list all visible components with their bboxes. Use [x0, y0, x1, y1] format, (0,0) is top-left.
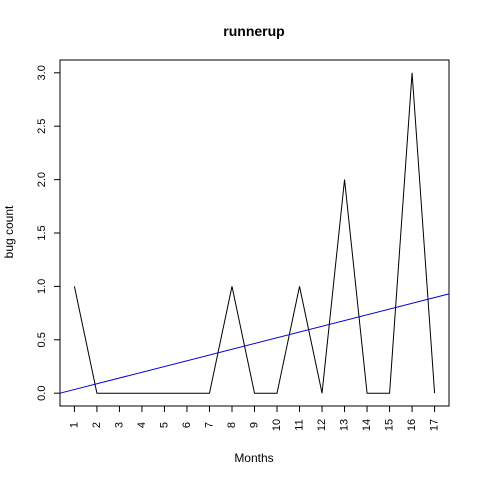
trend-line: [59, 293, 450, 394]
x-tick-label: 5: [158, 422, 170, 428]
x-tick-label: 15: [384, 419, 396, 431]
y-axis: 0.0 0.5 1.0 1.5 2.0 2.5 3.0: [36, 65, 60, 401]
y-tick-label: 0.5: [36, 332, 48, 347]
x-tick-label: 1: [68, 422, 80, 428]
series-line: [73, 72, 436, 394]
x-tick-label: 9: [249, 422, 261, 428]
x-tick-label: 11: [294, 419, 306, 430]
chart-title: runnerup: [223, 23, 284, 39]
x-tick-label: 3: [113, 422, 125, 428]
x-tick-label: 7: [203, 422, 215, 428]
x-tick-label: 13: [339, 419, 351, 431]
x-tick-label: 16: [406, 419, 418, 431]
x-tick-label: 6: [181, 422, 193, 428]
x-tick-label: 10: [271, 419, 283, 431]
trend-layer: [59, 293, 450, 394]
series-layer: [73, 72, 436, 394]
plot-frame: [59, 59, 450, 407]
x-tick-label: 17: [429, 419, 441, 431]
y-tick-label: 2.0: [36, 172, 48, 187]
x-tick-label: 14: [361, 419, 373, 431]
y-axis-label: bug count: [2, 205, 16, 258]
y-tick-label: 3.0: [36, 65, 48, 80]
x-tick-label: 2: [91, 422, 103, 428]
y-tick-label: 0.0: [36, 386, 48, 401]
x-axis: 1 2 3 4 5 6 7 8 9 10 11 12 13 14 15 16 17: [68, 406, 441, 431]
y-tick-label: 2.5: [36, 119, 48, 134]
x-tick-label: 4: [136, 422, 148, 428]
y-tick-label: 1.0: [36, 279, 48, 294]
x-tick-label: 12: [316, 419, 328, 431]
y-tick-label: 1.5: [36, 225, 48, 240]
x-tick-label: 8: [226, 422, 238, 428]
x-axis-label: Months: [234, 451, 273, 465]
